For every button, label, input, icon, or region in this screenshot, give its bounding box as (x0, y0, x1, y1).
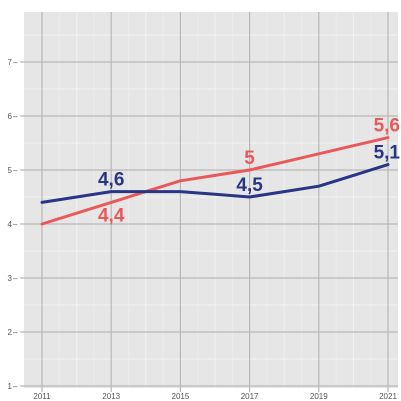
y-tick-label: 2 (8, 328, 13, 337)
y-tick-label: 1 (8, 382, 13, 391)
y-tick-dash: – (13, 274, 18, 283)
data-label: 5 (244, 148, 255, 169)
x-tick-label: 2015 (172, 392, 190, 401)
x-tick-label: 2019 (310, 392, 328, 401)
series-line-1 (40, 136, 390, 226)
y-tick-dash: – (13, 220, 18, 229)
series-layer (40, 136, 390, 226)
axis-layer: 1 –2 –3 –4 –5 –6 –7 –2011 2013 2015 2017 2019 2021 (8, 58, 398, 401)
x-tick-label: 2013 (102, 392, 120, 401)
data-label: 5,6 (374, 116, 400, 137)
x-tick-label: 2017 (241, 392, 259, 401)
x-tick-label: 2011 (33, 392, 51, 401)
y-tick-dash: – (13, 58, 18, 67)
y-tick-dash: – (13, 328, 18, 337)
y-tick-label: 6 (8, 112, 13, 121)
label-layer: 4,4 5 5,6 4,6 4,5 5,1 (98, 116, 400, 227)
y-tick-label: 4 (8, 220, 13, 229)
series-line-2 (40, 163, 390, 204)
data-label: 4,6 (98, 170, 124, 191)
data-label: 5,1 (374, 143, 401, 164)
grid-layer (20, 12, 398, 392)
y-tick-label: 3 (8, 274, 13, 283)
y-tick-dash: – (13, 382, 18, 391)
y-tick-label: 5 (8, 166, 13, 175)
y-tick-dash: – (13, 166, 18, 175)
data-label: 4,5 (236, 175, 263, 196)
y-tick-dash: – (13, 112, 18, 121)
data-label: 4,4 (98, 205, 125, 226)
y-tick-label: 7 (8, 58, 13, 67)
x-tick-label: 2021 (379, 392, 397, 401)
